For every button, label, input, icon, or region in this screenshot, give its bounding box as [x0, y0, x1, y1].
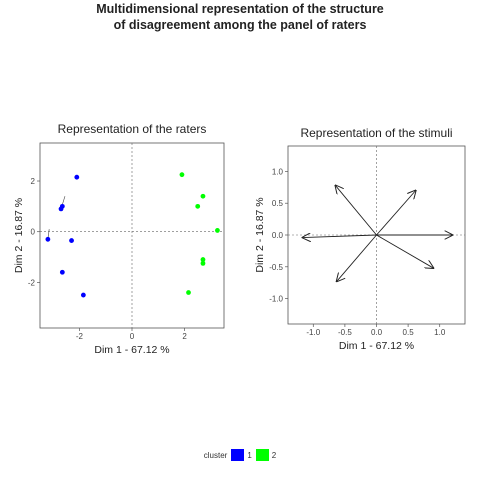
legend-title: cluster	[204, 451, 228, 460]
rater-point-cluster-1	[69, 238, 74, 243]
legend: cluster 1 2	[0, 449, 480, 461]
raters-y-tick-label: -2	[28, 278, 36, 287]
stimuli-x-tick-label: 0.5	[403, 328, 415, 337]
raters-x-tick-label: 2	[182, 332, 187, 341]
stimuli-x-axis-label: Dim 1 - 67.12 %	[339, 340, 414, 352]
legend-label-cluster-1: 1	[247, 451, 251, 460]
raters-x-tick-label: 0	[130, 332, 135, 341]
rater-point-cluster-2	[201, 194, 206, 199]
rater-point-cluster-2	[215, 228, 220, 233]
stimuli-y-tick-label: 0.5	[272, 199, 284, 208]
stimuli-panel-title: Representation of the stimuli	[300, 126, 452, 140]
stimuli-y-tick-label: -1.0	[269, 295, 283, 304]
rater-point-cluster-1	[60, 270, 65, 275]
legend-swatch-cluster-1	[231, 449, 244, 461]
stimulus-vector-arrow	[337, 235, 377, 281]
raters-x-axis-label: Dim 1 - 67.12 %	[94, 344, 169, 356]
rater-point-cluster-2	[186, 290, 191, 295]
rater-point-cluster-1	[74, 175, 79, 180]
raters-y-tick-label: 0	[31, 228, 36, 237]
rater-point-cluster-2	[195, 204, 200, 209]
raters-y-tick-label: 2	[31, 177, 36, 186]
stimuli-y-tick-label: -0.5	[269, 263, 283, 272]
stimuli-x-tick-label: 1.0	[434, 328, 446, 337]
rater-point-cluster-1	[59, 206, 64, 211]
rater-point-cluster-1	[45, 237, 50, 242]
stimulus-vector-arrow	[377, 191, 416, 236]
rater-point-cluster-2	[201, 261, 206, 266]
stimuli-y-axis-label: Dim 2 - 16.87 %	[254, 197, 266, 272]
stimuli-x-tick-label: -0.5	[338, 328, 352, 337]
legend-label-cluster-2: 2	[272, 451, 276, 460]
legend-swatch-cluster-2	[256, 449, 269, 461]
stimulus-vector-arrow	[377, 235, 434, 268]
raters-x-tick-label: -2	[76, 332, 84, 341]
raters-panel-title: Representation of the raters	[58, 122, 207, 136]
stimuli-x-tick-label: -1.0	[306, 328, 320, 337]
stimuli-x-tick-label: 0.0	[371, 328, 383, 337]
rater-point-cluster-2	[180, 172, 185, 177]
stimulus-vector-arrow	[303, 235, 377, 238]
stimulus-vector-arrow	[335, 185, 376, 235]
stimuli-y-tick-label: 1.0	[272, 167, 284, 176]
stimuli-y-tick-label: 0.0	[272, 231, 284, 240]
rater-point-cluster-1	[81, 293, 86, 298]
raters-y-axis-label: Dim 2 - 16.87 %	[13, 198, 25, 273]
